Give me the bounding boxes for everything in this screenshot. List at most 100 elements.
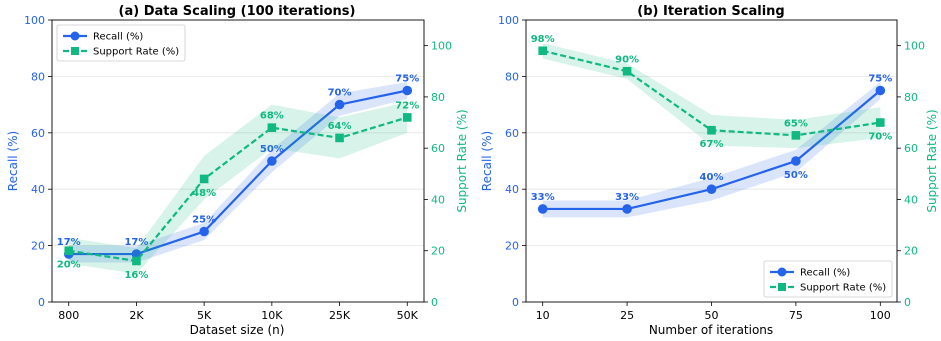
recall-point [267,156,277,166]
data-label: 17% [57,237,81,248]
y-tick-label-left: 80 [505,70,519,83]
data-label: 90% [615,54,639,65]
recall-point [402,85,413,96]
legend-marker-support-rate [71,47,79,55]
recall-line [68,89,408,256]
legend-label-recall: Recall (%) [800,268,850,279]
support-rate-point [876,118,885,127]
y-tick-label-left: 100 [498,14,519,27]
y-tick-label-left: 20 [31,240,45,253]
data-label: 70% [868,132,892,143]
x-tick-label: 75 [789,309,803,322]
x-tick-label: 50K [397,309,419,322]
recall-point [706,184,717,194]
data-label: 20% [57,260,81,271]
support-rate-point [64,246,74,256]
x-axis-label: Dataset size (n) [190,323,285,337]
data-label: 25% [192,215,216,226]
support-rate-point [622,66,632,76]
y-tick-label-right: 60 [431,142,445,155]
data-label: 33% [531,192,555,203]
recall-point [791,156,801,166]
x-tick-label: 10 [536,309,550,322]
chart-title: (a) Data Scaling (100 iterations) [119,4,356,19]
legend-label-recall: Recall (%) [93,32,143,43]
x-axis-label: Number of iterations [649,323,773,337]
support-rate-point [402,113,412,122]
y-tick-label-left: 0 [512,296,519,309]
legend-marker-recall [70,31,80,41]
y-tick-label-right: 0 [904,296,911,309]
legend-label-support-rate: Support Rate (%) [93,47,179,58]
y-axis-label-right: Support Rate (%) [455,109,469,212]
x-tick-label: 50 [705,309,719,322]
data-label: 75% [868,74,892,85]
data-label: 48% [192,188,216,199]
y-tick-label-right: 40 [431,193,445,206]
data-label: 70% [328,88,352,99]
x-tick-label: 800 [58,309,79,322]
support-rate-point [132,256,141,266]
data-label: 98% [531,34,555,45]
recall-point [875,85,886,96]
y-tick-label-left: 60 [505,127,519,140]
y-tick-label-right: 100 [431,40,452,53]
data-label: 50% [784,170,808,181]
data-label: 40% [700,172,724,183]
data-label: 64% [328,121,352,132]
support-rate-point [267,123,277,132]
y-axis-label-right: Support Rate (%) [925,109,939,212]
support-rate-point [199,174,209,184]
data-label: 16% [124,270,148,281]
y-tick-label-right: 40 [904,193,918,206]
data-label: 75% [395,74,419,85]
legend-label-support-rate: Support Rate (%) [800,283,886,294]
x-tick-label: 25K [329,309,351,322]
recall-point [199,226,209,237]
y-tick-label-left: 40 [505,183,519,196]
legend-box [56,24,186,62]
data-label: 65% [784,118,808,129]
y-tick-label-left: 60 [31,127,45,140]
support-rate-line [68,116,408,263]
y-tick-label-left: 80 [31,70,45,83]
x-tick-label: 2K [129,309,144,322]
y-tick-label-right: 80 [431,91,445,104]
support-rate-point [707,125,716,135]
x-tick-label: 25 [620,309,634,322]
y-tick-label-left: 40 [31,183,45,196]
data-label: 67% [700,139,724,150]
recall-band [68,82,408,263]
legend-marker-support-rate [778,283,786,291]
legend: Recall (%) Support Rate (%) [763,260,893,298]
y-tick-label-left: 20 [505,240,519,253]
data-label: 68% [260,111,284,122]
y-tick-label-right: 80 [904,91,918,104]
y-tick-label-left: 0 [38,296,45,309]
y-axis-label-left: Recall (%) [480,131,494,191]
legend-box [763,260,893,298]
y-tick-label-right: 20 [904,245,918,258]
panel-data-scaling: (a) Data Scaling (100 iterations) Datase… [6,4,469,337]
support-rate-point [335,133,344,143]
y-tick-label-left: 100 [24,14,45,27]
support-rate-band [68,102,408,274]
data-label: 72% [395,100,419,111]
support-rate-point [538,46,547,56]
x-tick-label: 5K [197,309,212,322]
y-tick-label-right: 100 [904,40,925,53]
x-tick-label: 100 [870,309,891,322]
y-tick-label-right: 60 [904,142,918,155]
chart-title: (b) Iteration Scaling [637,4,784,19]
data-label: 17% [124,237,148,248]
y-tick-label-right: 0 [431,296,438,309]
data-label: 33% [615,192,639,203]
panel-iteration-scaling: (b) Iteration Scaling Number of iteratio… [480,4,939,337]
x-tick-label: 10K [261,309,283,322]
y-axis-label-left: Recall (%) [6,131,20,191]
y-tick-label-right: 20 [431,245,445,258]
data-label: 50% [260,144,284,155]
recall-point [622,204,632,214]
recall-point [537,204,548,214]
